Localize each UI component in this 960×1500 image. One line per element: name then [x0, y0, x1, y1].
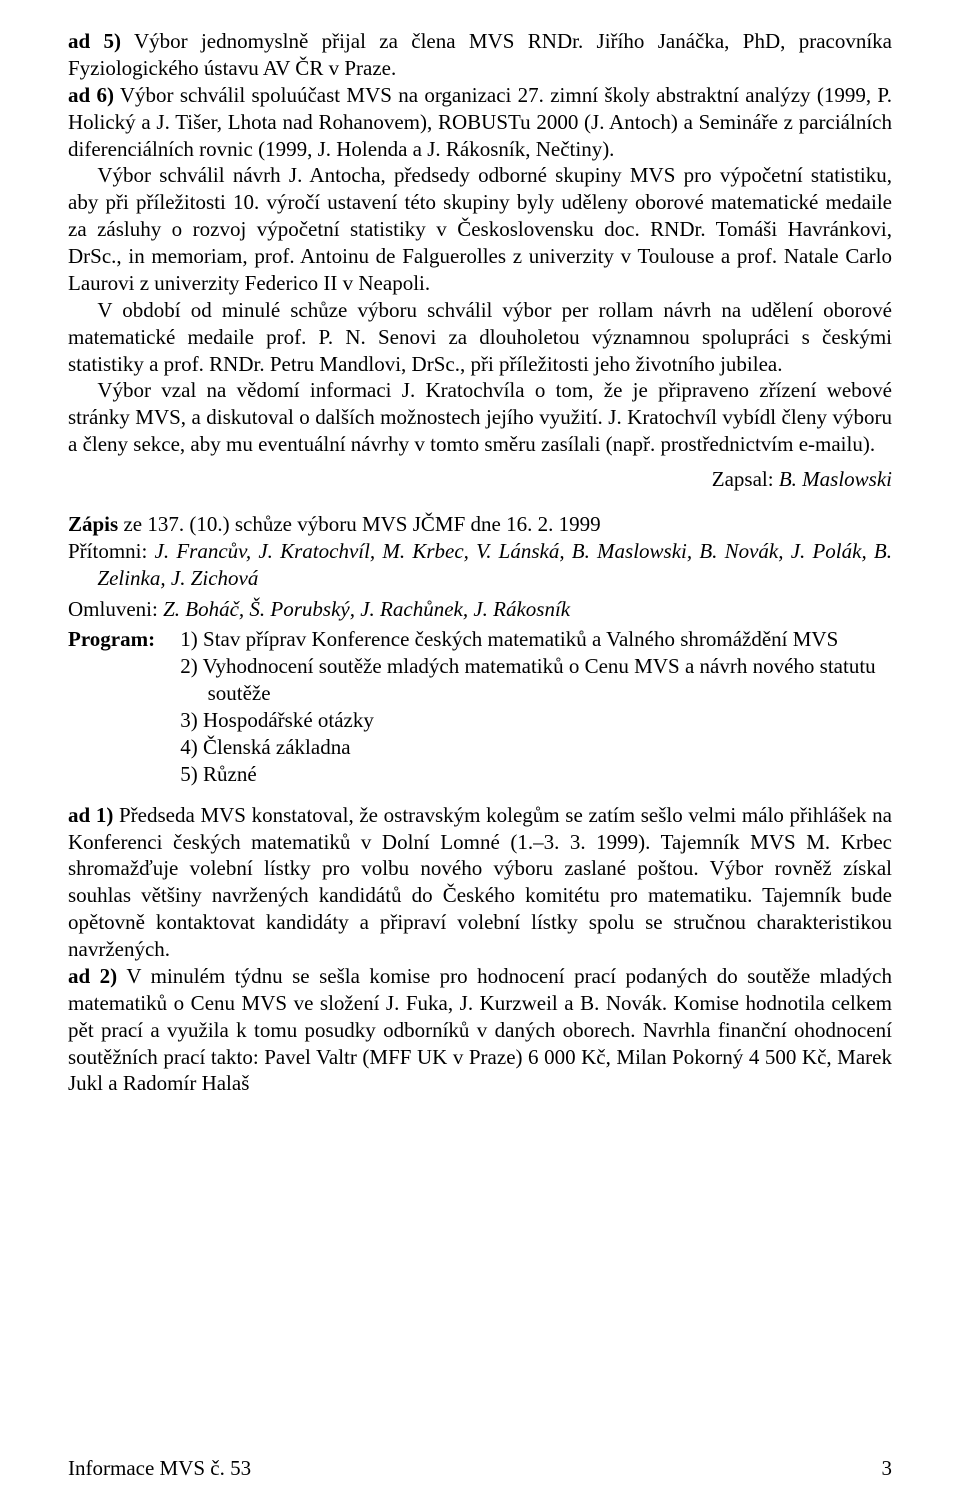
footer-page-number: 3: [882, 1455, 893, 1482]
zapis-bold: Zápis: [68, 512, 118, 536]
paragraph-ad2: ad 2) V minulém týdnu se sešla komise pr…: [68, 963, 892, 1097]
ad1-bold: ad 1): [68, 803, 113, 827]
footer-left: Informace MVS č. 53: [68, 1455, 251, 1482]
page-footer: Informace MVS č. 53 3: [68, 1455, 892, 1482]
program-item: 3) Hospodářské otázky: [180, 707, 892, 734]
program-block: Program: 1) Stav příprav Konference česk…: [68, 626, 892, 787]
paragraph-ad6-a: ad 6) Výbor schválil spoluúčast MVS na o…: [68, 82, 892, 163]
omluveni-line: Omluveni: Z. Boháč, Š. Porubský, J. Rach…: [68, 596, 892, 623]
program-items: 1) Stav příprav Konference českých matem…: [180, 626, 892, 787]
program-item: 5) Různé: [180, 761, 892, 788]
program-item: 4) Členská základna: [180, 734, 892, 761]
text: Výbor jednomyslně přijal za člena MVS RN…: [68, 29, 892, 80]
zapis-rest: ze 137. (10.) schůze výboru MVS JČMF dne…: [118, 512, 600, 536]
pritomni-label: Přítomni:: [68, 539, 155, 563]
signed-label: Zapsal:: [712, 467, 779, 491]
document-page: ad 5) Výbor jednomyslně přijal za člena …: [0, 0, 960, 1500]
signed-by: Zapsal: B. Maslowski: [68, 466, 892, 493]
program-item: 1) Stav příprav Konference českých matem…: [180, 626, 892, 653]
paragraph-ad6-d: Výbor vzal na vědomí informaci J. Kratoc…: [68, 377, 892, 458]
omluveni-label: Omluveni:: [68, 597, 163, 621]
ad1-text: Předseda MVS konstatoval, že ostravským …: [68, 803, 892, 961]
paragraph-ad6-c: V období od minulé schůze výboru schváli…: [68, 297, 892, 378]
program-item: 2) Vyhodnocení soutěže mladých matematik…: [180, 653, 892, 707]
paragraph-ad1: ad 1) Předseda MVS konstatoval, že ostra…: [68, 802, 892, 963]
ad2-bold: ad 2): [68, 964, 117, 988]
paragraph-ad6-b: Výbor schválil návrh J. Antocha, předsed…: [68, 162, 892, 296]
omluveni-names: Z. Boháč, Š. Porubský, J. Rachůnek, J. R…: [163, 597, 570, 621]
pritomni-line: Přítomni: J. Francův, J. Kratochvíl, M. …: [68, 538, 892, 592]
zapis-heading: Zápis ze 137. (10.) schůze výboru MVS JČ…: [68, 511, 892, 538]
program-label: Program:: [68, 626, 180, 787]
paragraph-ad5: ad 5) Výbor jednomyslně přijal za člena …: [68, 28, 892, 82]
pritomni-names: J. Francův, J. Kratochvíl, M. Krbec, V. …: [97, 539, 892, 590]
ad2-text: V minulém týdnu se sešla komise pro hodn…: [68, 964, 892, 1096]
text: Výbor schválil spoluúčast MVS na organiz…: [68, 83, 892, 161]
signed-name: B. Maslowski: [779, 467, 892, 491]
